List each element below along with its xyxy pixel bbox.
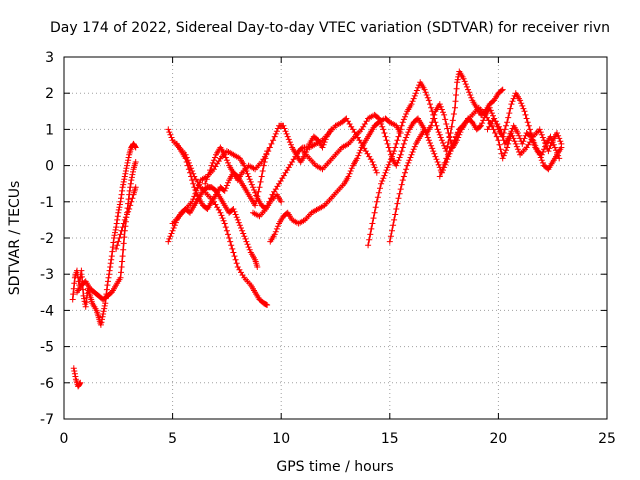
y-tick-label: 3 <box>45 50 54 66</box>
satellite-track-11 <box>267 115 404 245</box>
y-tick-label: 0 <box>45 159 54 175</box>
satellite-track-16 <box>484 115 565 173</box>
y-tick-label: 1 <box>45 122 54 138</box>
y-tick-label: -1 <box>40 195 54 211</box>
satellite-track-10-markers <box>250 115 380 220</box>
y-tick-label: -3 <box>40 267 54 283</box>
y-axis-label: SDTVAR / TECUs <box>7 181 23 296</box>
x-tick-label: 5 <box>168 431 177 447</box>
y-tick-label: 2 <box>45 86 54 102</box>
satellite-track-2 <box>69 140 139 328</box>
x-tick-label: 0 <box>60 431 69 447</box>
satellite-track-4 <box>113 184 139 252</box>
x-axis-label: GPS time / hours <box>276 459 393 475</box>
y-tick-label: -2 <box>40 231 54 247</box>
satellite-track-1-markers <box>70 365 84 390</box>
x-tick-label: 15 <box>381 431 399 447</box>
satellite-track-11-markers <box>267 115 404 245</box>
x-tick-label: 25 <box>598 431 616 447</box>
axis-ticks: -7 -6 -5 -4 -3 -2 -1 0 1 2 3 0 5 10 15 20 25 <box>40 50 616 447</box>
y-tick-label: -7 <box>40 412 54 428</box>
x-tick-label: 20 <box>489 431 507 447</box>
y-tick-label: -6 <box>40 376 54 392</box>
satellite-track-3-markers <box>74 159 139 303</box>
satellite-track-1 <box>70 365 84 390</box>
satellite-track-4-markers <box>113 184 139 252</box>
satellite-track-15 <box>436 104 565 180</box>
satellite-track-8 <box>173 140 271 212</box>
satellite-track-12 <box>299 101 469 173</box>
satellite-track-15-markers <box>436 104 565 180</box>
satellite-track-16-markers <box>484 115 565 173</box>
satellite-track-3 <box>74 159 139 303</box>
chart-title: Day 174 of 2022, Sidereal Day-to-day VTE… <box>50 20 610 36</box>
x-tick-label: 10 <box>272 431 290 447</box>
y-tick-label: -5 <box>40 340 54 356</box>
y-tick-label: -4 <box>40 303 54 319</box>
satellite-track-12-markers <box>299 101 469 173</box>
data-series <box>69 68 565 390</box>
